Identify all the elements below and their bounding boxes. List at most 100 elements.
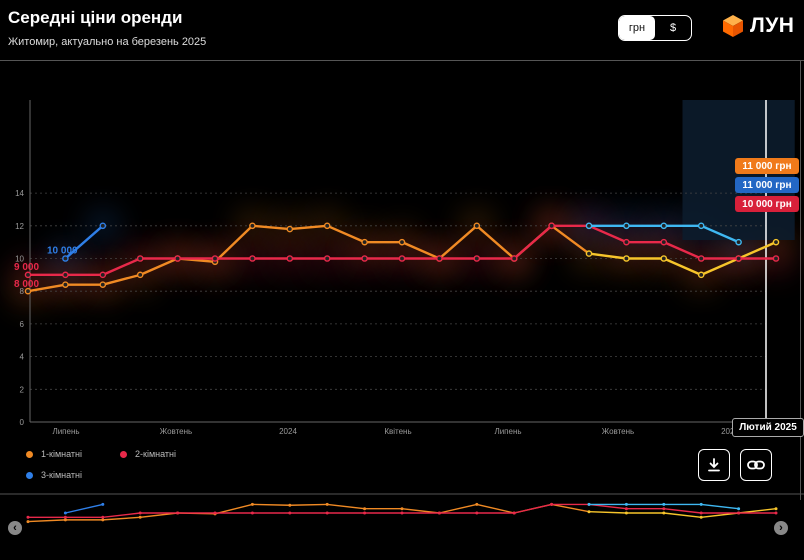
- overview-point: [63, 518, 67, 522]
- series-line-segment: [662, 257, 703, 277]
- data-point: [735, 255, 742, 262]
- overview-line: [65, 503, 103, 514]
- y-tick-label: 14: [15, 189, 24, 198]
- data-point: [323, 255, 331, 262]
- currency-uah-button[interactable]: грн: [619, 16, 655, 40]
- data-point: [510, 255, 518, 262]
- series-line-segment: [288, 224, 329, 231]
- x-tick-label: Жовтень: [160, 427, 192, 436]
- overview-line: [289, 503, 328, 506]
- overview-point: [512, 511, 516, 515]
- overview-point: [363, 507, 367, 511]
- currency-toggle: грн $: [618, 15, 692, 41]
- start-value-label: 8 000: [14, 279, 39, 290]
- overview-line: [738, 508, 777, 514]
- overview-line: [701, 503, 739, 510]
- overview-point: [624, 507, 628, 511]
- series-line-segment: [101, 273, 142, 286]
- brand-cube-icon: [723, 15, 743, 37]
- data-point: [735, 238, 742, 246]
- data-point: [548, 222, 555, 230]
- y-tick-label: 2: [20, 385, 25, 394]
- overview-line: [514, 503, 552, 514]
- data-point: [99, 281, 107, 288]
- x-tick-label: 2025: [721, 427, 739, 436]
- scroll-right-button[interactable]: ›: [774, 521, 788, 535]
- series-line-segment: [513, 224, 553, 260]
- series-line-segment: [700, 224, 740, 244]
- overview-point: [737, 511, 741, 515]
- share-link-button[interactable]: [740, 449, 772, 481]
- currency-usd-button[interactable]: $: [669, 22, 677, 34]
- data-point: [473, 255, 481, 262]
- x-tick-label: Липень: [494, 427, 521, 436]
- data-point: [361, 238, 368, 246]
- series-line-segment: [213, 224, 254, 263]
- overview-point: [624, 502, 628, 506]
- data-point: [361, 255, 368, 262]
- series-line-segment: [587, 252, 628, 260]
- series-line-segment: [251, 224, 291, 231]
- legend-item-2-room[interactable]: 2-кімнатні: [120, 449, 176, 459]
- overview-line: [140, 512, 178, 518]
- data-point: [99, 271, 107, 279]
- data-point: [136, 255, 144, 262]
- series-line-segment: [400, 240, 441, 260]
- overview-line: [214, 503, 253, 515]
- data-point: [62, 271, 69, 279]
- download-button[interactable]: [698, 449, 730, 481]
- start-value-label: 10 000: [47, 246, 78, 257]
- overview-line: [663, 508, 702, 514]
- data-point: [24, 287, 32, 295]
- overview-point: [587, 510, 591, 514]
- overview-point: [475, 502, 479, 506]
- y-tick-label: 10: [15, 255, 24, 264]
- hover-month-label: Лютий 2025: [732, 418, 804, 437]
- y-tick-label: 0: [20, 418, 25, 427]
- page-subtitle: Житомир, актуально на березень 2025: [8, 36, 207, 48]
- brand-logo[interactable]: ЛУН: [722, 14, 794, 38]
- overview-point: [699, 515, 703, 519]
- data-point: [249, 222, 256, 230]
- tooltip-3-room: 11 000 грн: [735, 177, 799, 193]
- data-point: [697, 255, 705, 262]
- overview-point: [101, 515, 105, 519]
- series-line-segment: [101, 257, 142, 277]
- x-tick-label: Квітень: [384, 427, 411, 436]
- series-line-segment: [326, 224, 366, 244]
- overview-point: [213, 511, 217, 515]
- series-line-segment: [438, 224, 478, 260]
- overview-line: [588, 503, 627, 510]
- data-point: [660, 222, 668, 230]
- x-tick-label: 2024: [279, 427, 297, 436]
- overview-point: [662, 502, 666, 506]
- overview-point: [250, 511, 254, 515]
- header-divider: [0, 60, 804, 61]
- overview-point: [774, 511, 778, 515]
- data-point: [623, 255, 630, 262]
- overview-point: [400, 511, 404, 515]
- legend-item-1-room[interactable]: 1-кімнатні: [26, 449, 82, 459]
- overview-point: [288, 503, 292, 507]
- series-line-segment: [138, 257, 179, 277]
- overview-point: [176, 511, 180, 515]
- scroll-left-button[interactable]: ‹: [8, 521, 22, 535]
- tooltip-2-room: 10 000 грн: [735, 196, 799, 212]
- overview-point: [699, 502, 703, 506]
- legend-item-3-room[interactable]: 3-кімнатні: [26, 470, 82, 480]
- chart-right-border: [800, 60, 801, 500]
- data-point: [323, 222, 331, 230]
- series-line-segment: [550, 224, 591, 255]
- overview-point: [363, 511, 367, 515]
- data-point: [772, 255, 780, 262]
- overview-point: [475, 511, 479, 515]
- data-point: [62, 281, 69, 288]
- series-line-segment: [662, 240, 703, 260]
- data-point: [286, 225, 294, 233]
- data-point: [398, 255, 406, 262]
- y-tick-label: 8: [20, 287, 25, 296]
- series-line-segment: [737, 240, 778, 260]
- data-point: [697, 222, 705, 230]
- overview-point: [26, 520, 30, 524]
